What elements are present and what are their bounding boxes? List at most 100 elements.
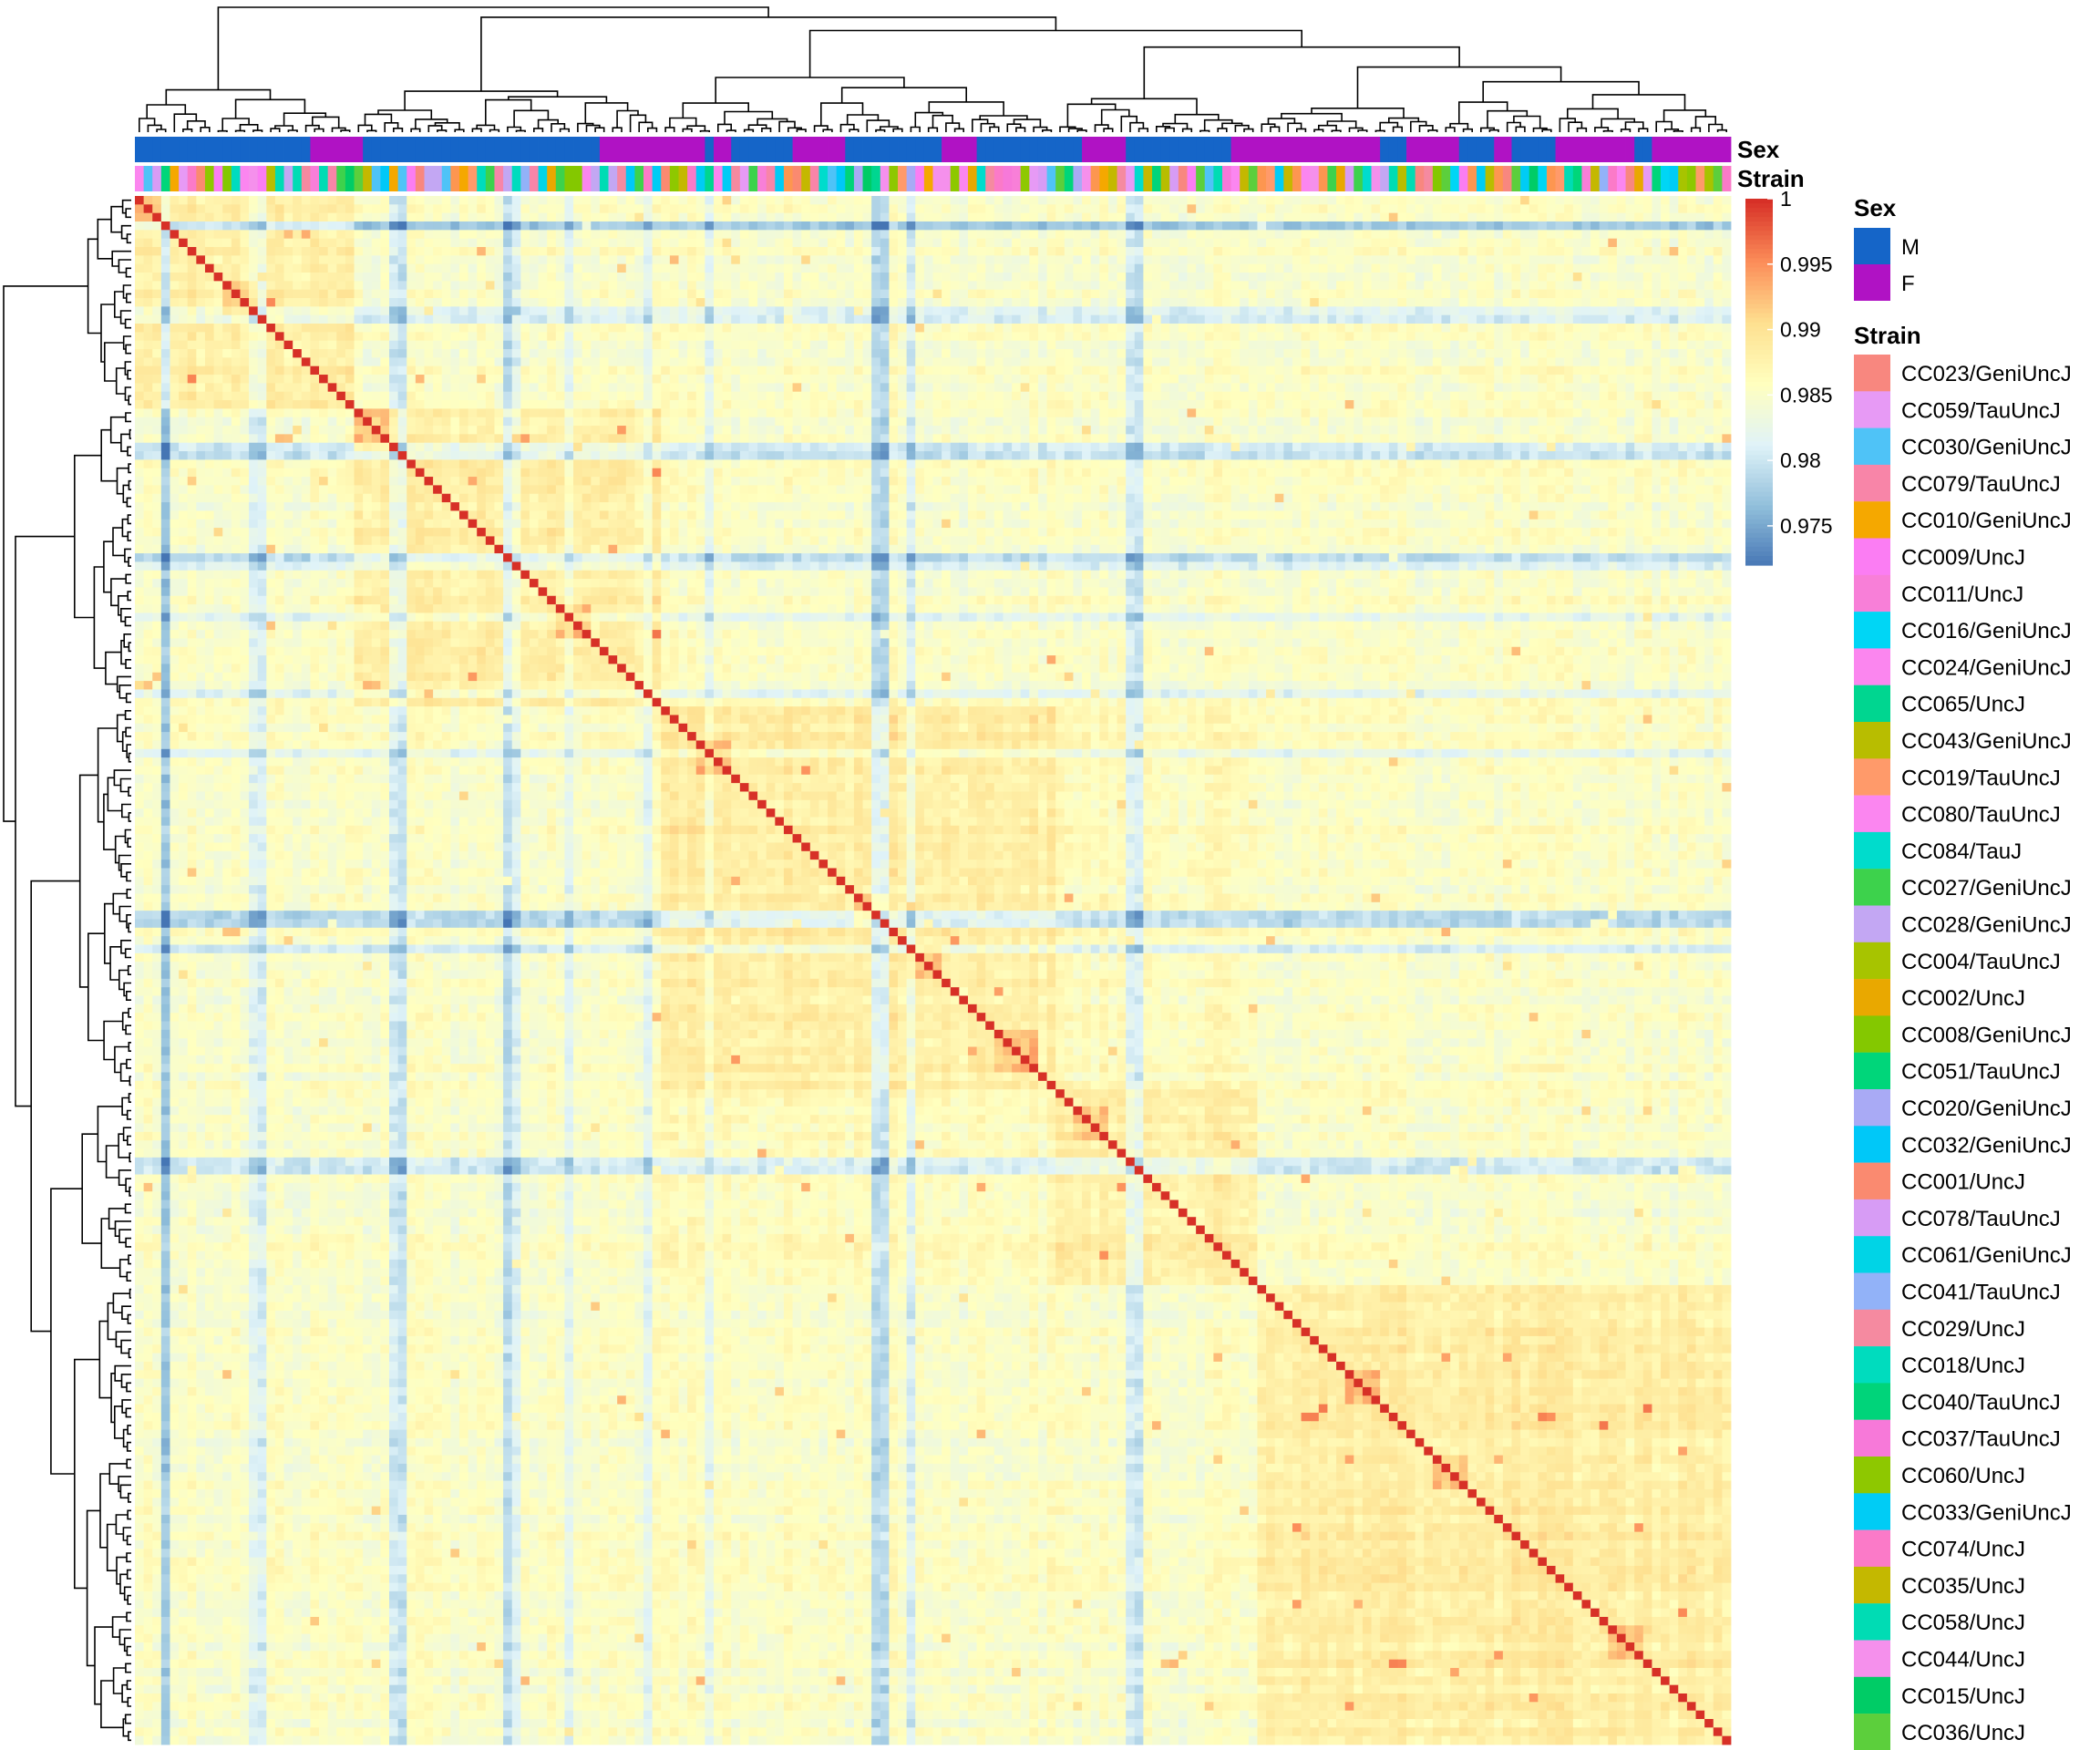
heatmap-cell bbox=[1590, 298, 1601, 307]
heatmap-cell bbox=[1012, 314, 1022, 324]
heatmap-cell bbox=[880, 247, 890, 256]
heatmap-cell bbox=[862, 238, 872, 248]
heatmap-cell bbox=[889, 281, 899, 291]
heatmap-cell bbox=[1117, 263, 1127, 273]
heatmap-cell bbox=[1529, 349, 1539, 358]
heatmap-cell bbox=[1037, 255, 1047, 265]
dendrogram-branch bbox=[128, 1093, 131, 1103]
heatmap-cell bbox=[1204, 247, 1214, 256]
heatmap-cell bbox=[1301, 281, 1311, 291]
heatmap-cell bbox=[976, 332, 986, 342]
sex-track-cell bbox=[327, 137, 337, 162]
heatmap-cell bbox=[1695, 238, 1705, 248]
heatmap-cell bbox=[152, 196, 162, 205]
heatmap-cell bbox=[1424, 255, 1434, 265]
heatmap-cell bbox=[1476, 247, 1487, 256]
heatmap-cell bbox=[160, 204, 170, 214]
heatmap-cell bbox=[433, 196, 443, 205]
heatmap-cell bbox=[301, 196, 311, 205]
heatmap-cell bbox=[538, 263, 548, 273]
dendrogram-branch bbox=[126, 497, 131, 508]
heatmap-cell bbox=[511, 281, 521, 291]
heatmap-cell bbox=[1467, 221, 1477, 231]
heatmap-cell bbox=[976, 230, 986, 240]
sex-track-cell bbox=[915, 137, 925, 162]
heatmap-cell bbox=[836, 340, 846, 350]
heatmap-cell bbox=[196, 212, 206, 222]
heatmap-cell bbox=[468, 340, 478, 350]
heatmap-cell bbox=[1450, 212, 1460, 222]
heatmap-cell bbox=[266, 238, 276, 248]
heatmap-cell bbox=[1538, 375, 1548, 384]
heatmap-cell bbox=[520, 289, 530, 299]
heatmap-cell bbox=[1476, 221, 1487, 231]
dendrogram-branch bbox=[129, 428, 131, 439]
heatmap-cell bbox=[923, 247, 933, 256]
heatmap-cell bbox=[1616, 375, 1626, 384]
heatmap-cell bbox=[354, 247, 364, 256]
dendrogram-branch bbox=[1348, 127, 1364, 132]
heatmap-cell bbox=[380, 391, 390, 401]
heatmap-cell bbox=[1590, 230, 1601, 240]
heatmap-cell bbox=[135, 212, 145, 222]
heatmap-cell bbox=[336, 357, 346, 367]
heatmap-cell bbox=[529, 196, 539, 205]
heatmap-cell bbox=[792, 255, 802, 265]
heatmap-cell bbox=[1564, 357, 1574, 367]
dendrogram-branch bbox=[221, 118, 250, 131]
heatmap-cell bbox=[993, 281, 1004, 291]
heatmap-cell bbox=[1221, 212, 1232, 222]
heatmap-cell bbox=[1590, 306, 1601, 316]
heatmap-cell bbox=[643, 221, 654, 231]
heatmap-cell bbox=[1134, 289, 1144, 299]
heatmap-cell bbox=[1642, 273, 1652, 282]
strain-track-cell bbox=[1344, 166, 1354, 191]
heatmap-cell bbox=[407, 221, 417, 231]
heatmap-cell bbox=[249, 357, 259, 367]
dendrogram-branch bbox=[120, 608, 131, 623]
heatmap-cell bbox=[862, 357, 872, 367]
heatmap-cell bbox=[293, 375, 303, 384]
heatmap-cell bbox=[1126, 273, 1136, 282]
heatmap-cell bbox=[1678, 314, 1688, 324]
heatmap-cell bbox=[1213, 281, 1223, 291]
heatmap-cell bbox=[871, 255, 881, 265]
heatmap-cell bbox=[669, 263, 679, 273]
heatmap-cell bbox=[1538, 263, 1548, 273]
heatmap-cell bbox=[634, 349, 644, 358]
heatmap-cell bbox=[503, 281, 513, 291]
heatmap-cell bbox=[389, 255, 399, 265]
heatmap-cell bbox=[634, 324, 644, 333]
heatmap-cell bbox=[898, 349, 908, 358]
heatmap-cell bbox=[871, 238, 881, 248]
heatmap-cell bbox=[678, 314, 688, 324]
heatmap-cell bbox=[1327, 230, 1337, 240]
strain-track-cell bbox=[1458, 166, 1468, 191]
strain-track-cell bbox=[1590, 166, 1601, 191]
heatmap-cell bbox=[371, 298, 381, 307]
sex-track-cell bbox=[634, 137, 644, 162]
heatmap-cell bbox=[1590, 281, 1601, 291]
heatmap-cell bbox=[179, 391, 189, 401]
heatmap-cell bbox=[1344, 340, 1354, 350]
heatmap-cell bbox=[608, 383, 618, 393]
heatmap-cell bbox=[1292, 281, 1302, 291]
heatmap-cell bbox=[1046, 340, 1056, 350]
heatmap-cell bbox=[906, 281, 916, 291]
dendrogram-branch bbox=[796, 129, 807, 132]
heatmap-cell bbox=[564, 221, 574, 231]
heatmap-cell bbox=[1686, 273, 1696, 282]
heatmap-cell bbox=[1318, 255, 1328, 265]
heatmap-cell bbox=[731, 289, 741, 299]
heatmap-cell bbox=[1073, 314, 1083, 324]
strain-track-cell bbox=[1117, 166, 1127, 191]
heatmap-cell bbox=[985, 383, 995, 393]
heatmap-cell bbox=[722, 230, 732, 240]
heatmap-cell bbox=[1099, 375, 1109, 384]
heatmap-cell bbox=[1213, 340, 1223, 350]
heatmap-cell bbox=[748, 340, 758, 350]
heatmap-cell bbox=[591, 365, 601, 376]
heatmap-cell bbox=[1415, 238, 1425, 248]
heatmap-cell bbox=[1099, 298, 1109, 307]
sex-track-cell bbox=[160, 137, 170, 162]
